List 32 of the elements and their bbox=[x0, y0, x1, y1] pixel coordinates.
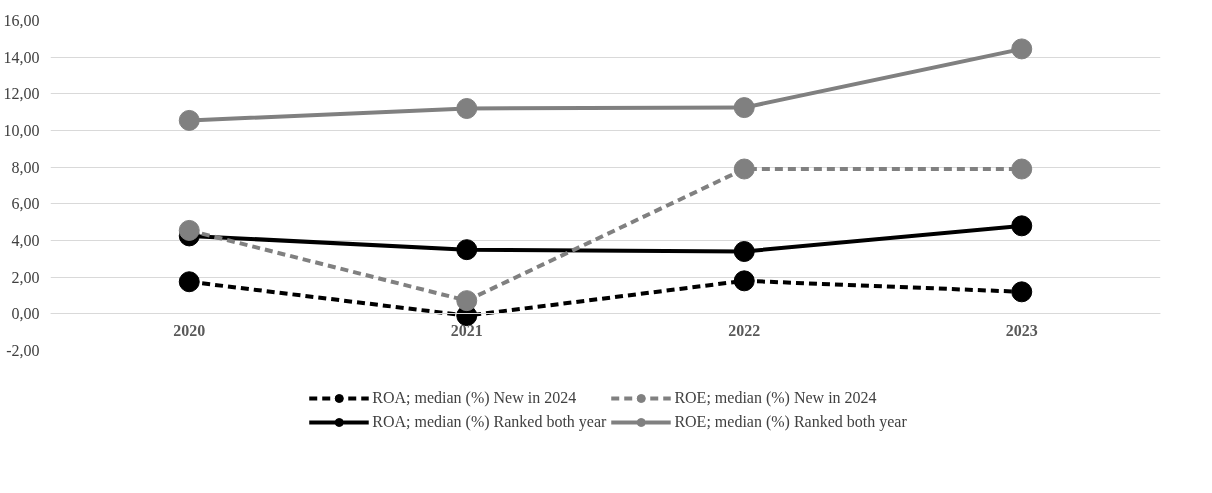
y-tick-label: 16,00 bbox=[3, 12, 40, 29]
legend-label: ROA; median (%) New in 2024 bbox=[372, 389, 577, 407]
x-tick-label: 2020 bbox=[173, 321, 206, 339]
y-tick-label: 4,00 bbox=[11, 232, 40, 249]
y-tick-label: -2,00 bbox=[6, 342, 40, 359]
y-tick-label: 10,00 bbox=[3, 122, 40, 139]
point bbox=[178, 109, 200, 131]
x-tick-label: 2022 bbox=[728, 321, 761, 339]
point bbox=[456, 290, 478, 312]
y-tick-label: 12,00 bbox=[3, 85, 40, 103]
point bbox=[178, 271, 200, 293]
y-tick-label: 8,00 bbox=[11, 158, 40, 176]
point bbox=[178, 219, 200, 241]
point bbox=[1011, 215, 1033, 237]
x-tick-label: 2021 bbox=[450, 321, 483, 339]
legend-label: ROE; median (%) Ranked both year bbox=[674, 413, 907, 431]
point bbox=[733, 158, 755, 180]
point bbox=[733, 270, 755, 292]
y-tick-label: 2,00 bbox=[11, 268, 40, 286]
x-tick-label: 2023 bbox=[1005, 321, 1038, 339]
point bbox=[456, 239, 478, 261]
y-tick-label: 0,00 bbox=[11, 305, 40, 323]
point bbox=[1011, 281, 1033, 303]
point bbox=[733, 97, 755, 119]
point bbox=[1011, 38, 1033, 60]
point bbox=[456, 98, 478, 119]
y-tick-label: 6,00 bbox=[11, 195, 40, 213]
point bbox=[733, 241, 755, 262]
legend-label: ROE; median (%) New in 2024 bbox=[674, 389, 877, 407]
point bbox=[1011, 158, 1033, 180]
legend-label: ROA; median (%) Ranked both year bbox=[372, 413, 607, 431]
y-tick-label: 14,00 bbox=[3, 48, 40, 66]
